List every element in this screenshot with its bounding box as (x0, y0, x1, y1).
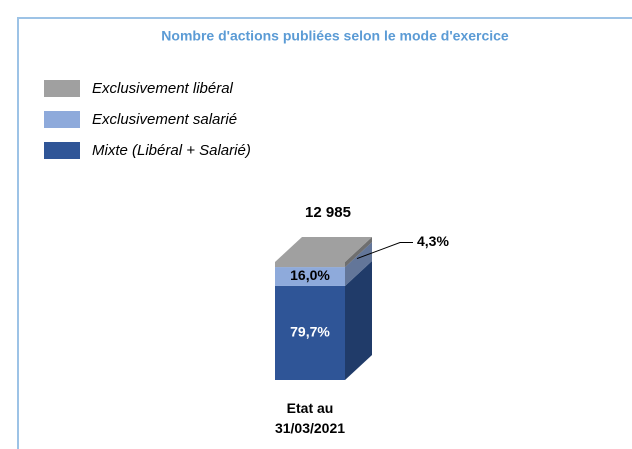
frame (17, 17, 632, 449)
bar-segment (275, 285, 345, 380)
bar-side (345, 242, 372, 286)
bar-side-shade (345, 242, 372, 286)
bar-side (345, 260, 372, 380)
bar-segment (275, 267, 345, 286)
legend-swatch (44, 142, 80, 159)
legend-swatch (44, 111, 80, 128)
x-tick-label: Etat au 31/03/2021 (274, 400, 346, 436)
chart-title: Nombre d'actions publiées selon le mode … (161, 28, 509, 44)
legend-label: Mixte (Libéral + Salarié) (92, 142, 251, 159)
legend-swatch (44, 80, 80, 97)
total-label: 12 985 (305, 204, 351, 221)
legend-label: Exclusivement salarié (92, 111, 237, 128)
data-label: 16,0% (290, 267, 330, 283)
bar-segment (275, 262, 345, 268)
bar-side-shade (345, 260, 372, 380)
legend-label: Exclusivement libéral (92, 80, 234, 97)
bar-side (345, 237, 372, 268)
data-label: 4,3% (417, 233, 449, 249)
bar-top (275, 237, 372, 262)
leader-line (356, 242, 413, 260)
bar-side-shade (345, 237, 372, 268)
data-label: 79,7% (290, 324, 330, 340)
